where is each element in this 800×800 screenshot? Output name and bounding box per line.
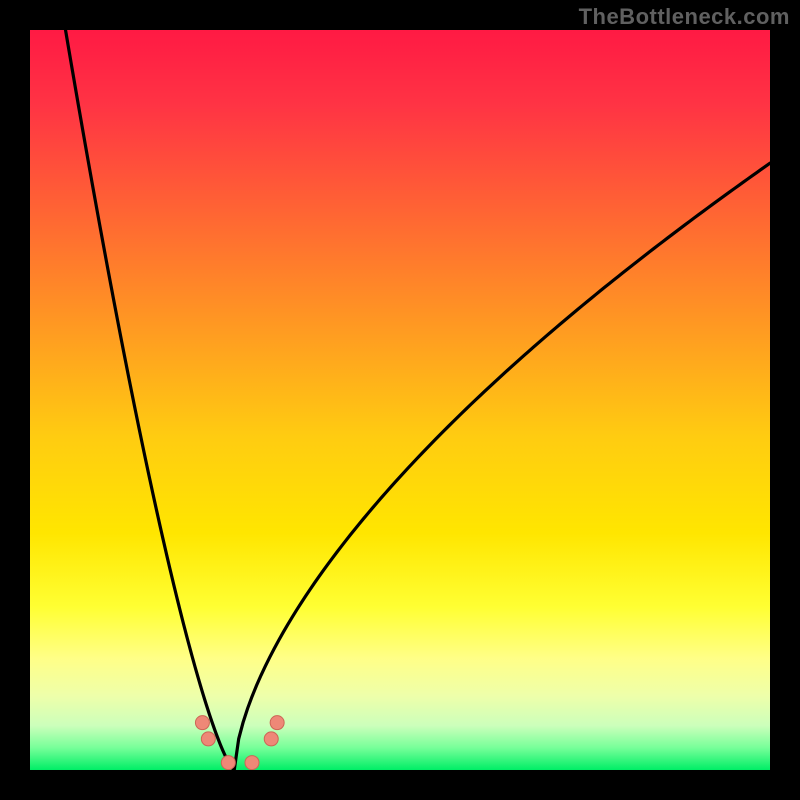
watermark-text: TheBottleneck.com bbox=[579, 4, 790, 30]
chart-marker bbox=[221, 756, 235, 770]
chart-plot-area bbox=[30, 30, 770, 770]
chart-curves-layer bbox=[30, 30, 770, 770]
chart-curve bbox=[66, 30, 770, 770]
chart-markers bbox=[195, 716, 284, 770]
chart-marker bbox=[195, 716, 209, 730]
chart-marker bbox=[201, 732, 215, 746]
chart-marker bbox=[264, 732, 278, 746]
chart-marker bbox=[270, 716, 284, 730]
chart-marker bbox=[245, 756, 259, 770]
